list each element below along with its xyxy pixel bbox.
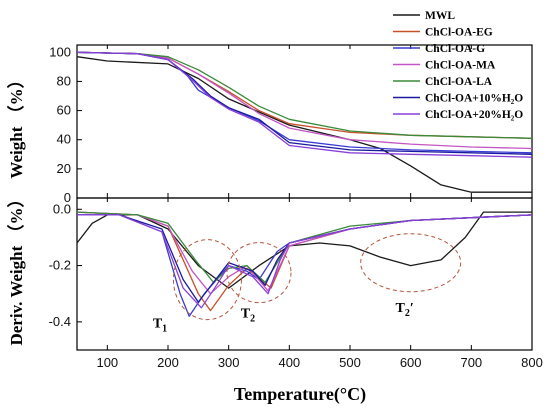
x-tick-label: 400 [278,355,300,370]
x-tick-label: 100 [96,355,118,370]
weight-ytick-label: 60 [57,103,71,118]
annotations: T1 T2 T2′ [153,233,462,334]
legend-label-0: MWL [425,10,455,22]
deriv-ytick-label: 0.0 [53,201,71,216]
weight-ytick-label: 40 [57,132,71,147]
annotation-label-2: T2 [241,307,255,325]
weight-axis-title: Weight （%） [6,71,26,178]
deriv-ytick-label: -0.4 [49,314,71,329]
legend-label-4: ChCl-OA-LA [425,76,493,88]
deriv-series-line-4 [76,211,533,284]
weight-ytick-label: 0 [64,190,71,205]
weight-series-line-0 [76,56,532,193]
weight-panel: 0 20 40 60 80 100 [49,44,533,205]
deriv-series-line-1 [76,211,533,312]
deriv-frame [76,197,533,351]
deriv-weight-axis-title: Deriv. Weight （%） [6,190,26,345]
x-tick-label: 300 [218,355,240,370]
x-tick-label: 600 [400,355,422,370]
legend-label-1: ChCl-OA-EG [425,27,493,39]
legend-label-3: ChCl-OA-MA [425,60,496,72]
annotation-ellipse-3 [360,233,462,293]
annotation-label-3: T2′ [396,301,414,319]
deriv-series-line-2 [77,214,533,317]
deriv-weight-panel: 0.0 -0.2 -0.4 100 200 300 400 500 600 700 800 [49,197,543,370]
x-tick-label: 800 [521,355,543,370]
deriv-series-line-3 [76,211,533,295]
legend-label-2: ChCl-OA-G [425,43,485,55]
annotation-ellipse-2 [226,242,292,304]
annotation-label-1: T1 [153,316,167,334]
x-tick-label: 700 [460,355,482,370]
weight-series-line-6 [76,51,533,158]
weight-series-line-4 [76,51,533,139]
weight-ytick-label: 20 [57,161,71,176]
annotation-ellipse-1 [172,239,242,321]
legend-label-5: ChCl-OA+10%H₂O [425,93,523,105]
deriv-ytick-label: -0.2 [49,258,71,273]
legend: MWL ChCl-OA-EG ChCl-OA-G ChCl-OA-MA ChCl-OA-… [393,10,523,121]
deriv-series-line-5 [77,214,533,303]
x-tick-label: 500 [339,355,361,370]
weight-series-line-3 [76,51,533,150]
deriv-series-line-6 [77,214,533,309]
x-tick-label: 200 [157,355,179,370]
temperature-axis-title: Temperature(°C) [234,384,366,405]
weight-ytick-label: 80 [57,73,71,88]
weight-ytick-label: 100 [49,44,71,59]
legend-label-6: ChCl-OA+20%H₂O [425,109,523,121]
